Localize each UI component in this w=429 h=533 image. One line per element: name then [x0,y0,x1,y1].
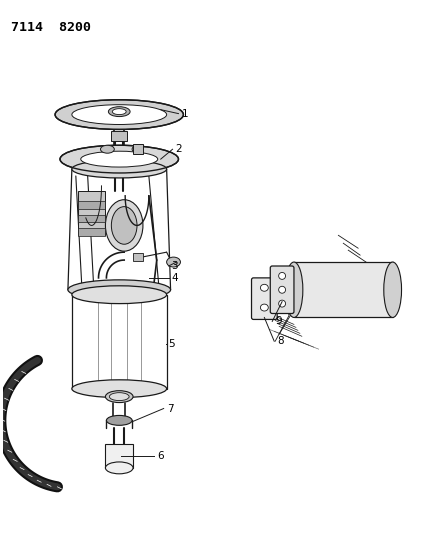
Ellipse shape [260,284,268,291]
Text: 8: 8 [277,336,284,346]
Ellipse shape [106,200,143,251]
Ellipse shape [68,280,171,300]
Bar [133,253,143,261]
Bar [112,132,127,141]
Bar [133,144,143,154]
Ellipse shape [72,104,166,125]
Text: 7114  8200: 7114 8200 [11,21,91,34]
Ellipse shape [72,380,166,398]
Ellipse shape [166,257,181,267]
Ellipse shape [279,300,286,307]
Bar [78,201,106,208]
Text: 1: 1 [181,109,188,119]
Ellipse shape [106,391,133,402]
Ellipse shape [100,146,114,153]
Text: 4: 4 [172,273,178,283]
Ellipse shape [81,151,158,167]
Text: 2: 2 [175,144,182,154]
Bar [106,444,133,468]
Ellipse shape [109,107,130,117]
Ellipse shape [260,304,268,311]
Ellipse shape [285,262,303,318]
Ellipse shape [60,146,178,173]
Bar [294,262,393,318]
FancyBboxPatch shape [251,278,277,319]
Text: 7: 7 [166,403,173,414]
Text: 5: 5 [169,339,175,349]
Ellipse shape [109,393,129,401]
Ellipse shape [384,262,402,318]
Ellipse shape [279,272,286,279]
FancyBboxPatch shape [270,266,294,313]
Bar [78,215,106,222]
Ellipse shape [72,160,166,178]
Ellipse shape [112,207,137,244]
Text: 3: 3 [172,261,178,271]
Bar [78,229,106,236]
Ellipse shape [112,109,126,115]
Ellipse shape [132,146,142,152]
Ellipse shape [55,100,184,130]
Ellipse shape [72,286,166,304]
Text: 6: 6 [157,451,163,461]
Ellipse shape [106,462,133,474]
Ellipse shape [106,415,132,425]
Text: 9: 9 [275,317,282,326]
Bar [78,191,106,236]
Ellipse shape [279,286,286,293]
